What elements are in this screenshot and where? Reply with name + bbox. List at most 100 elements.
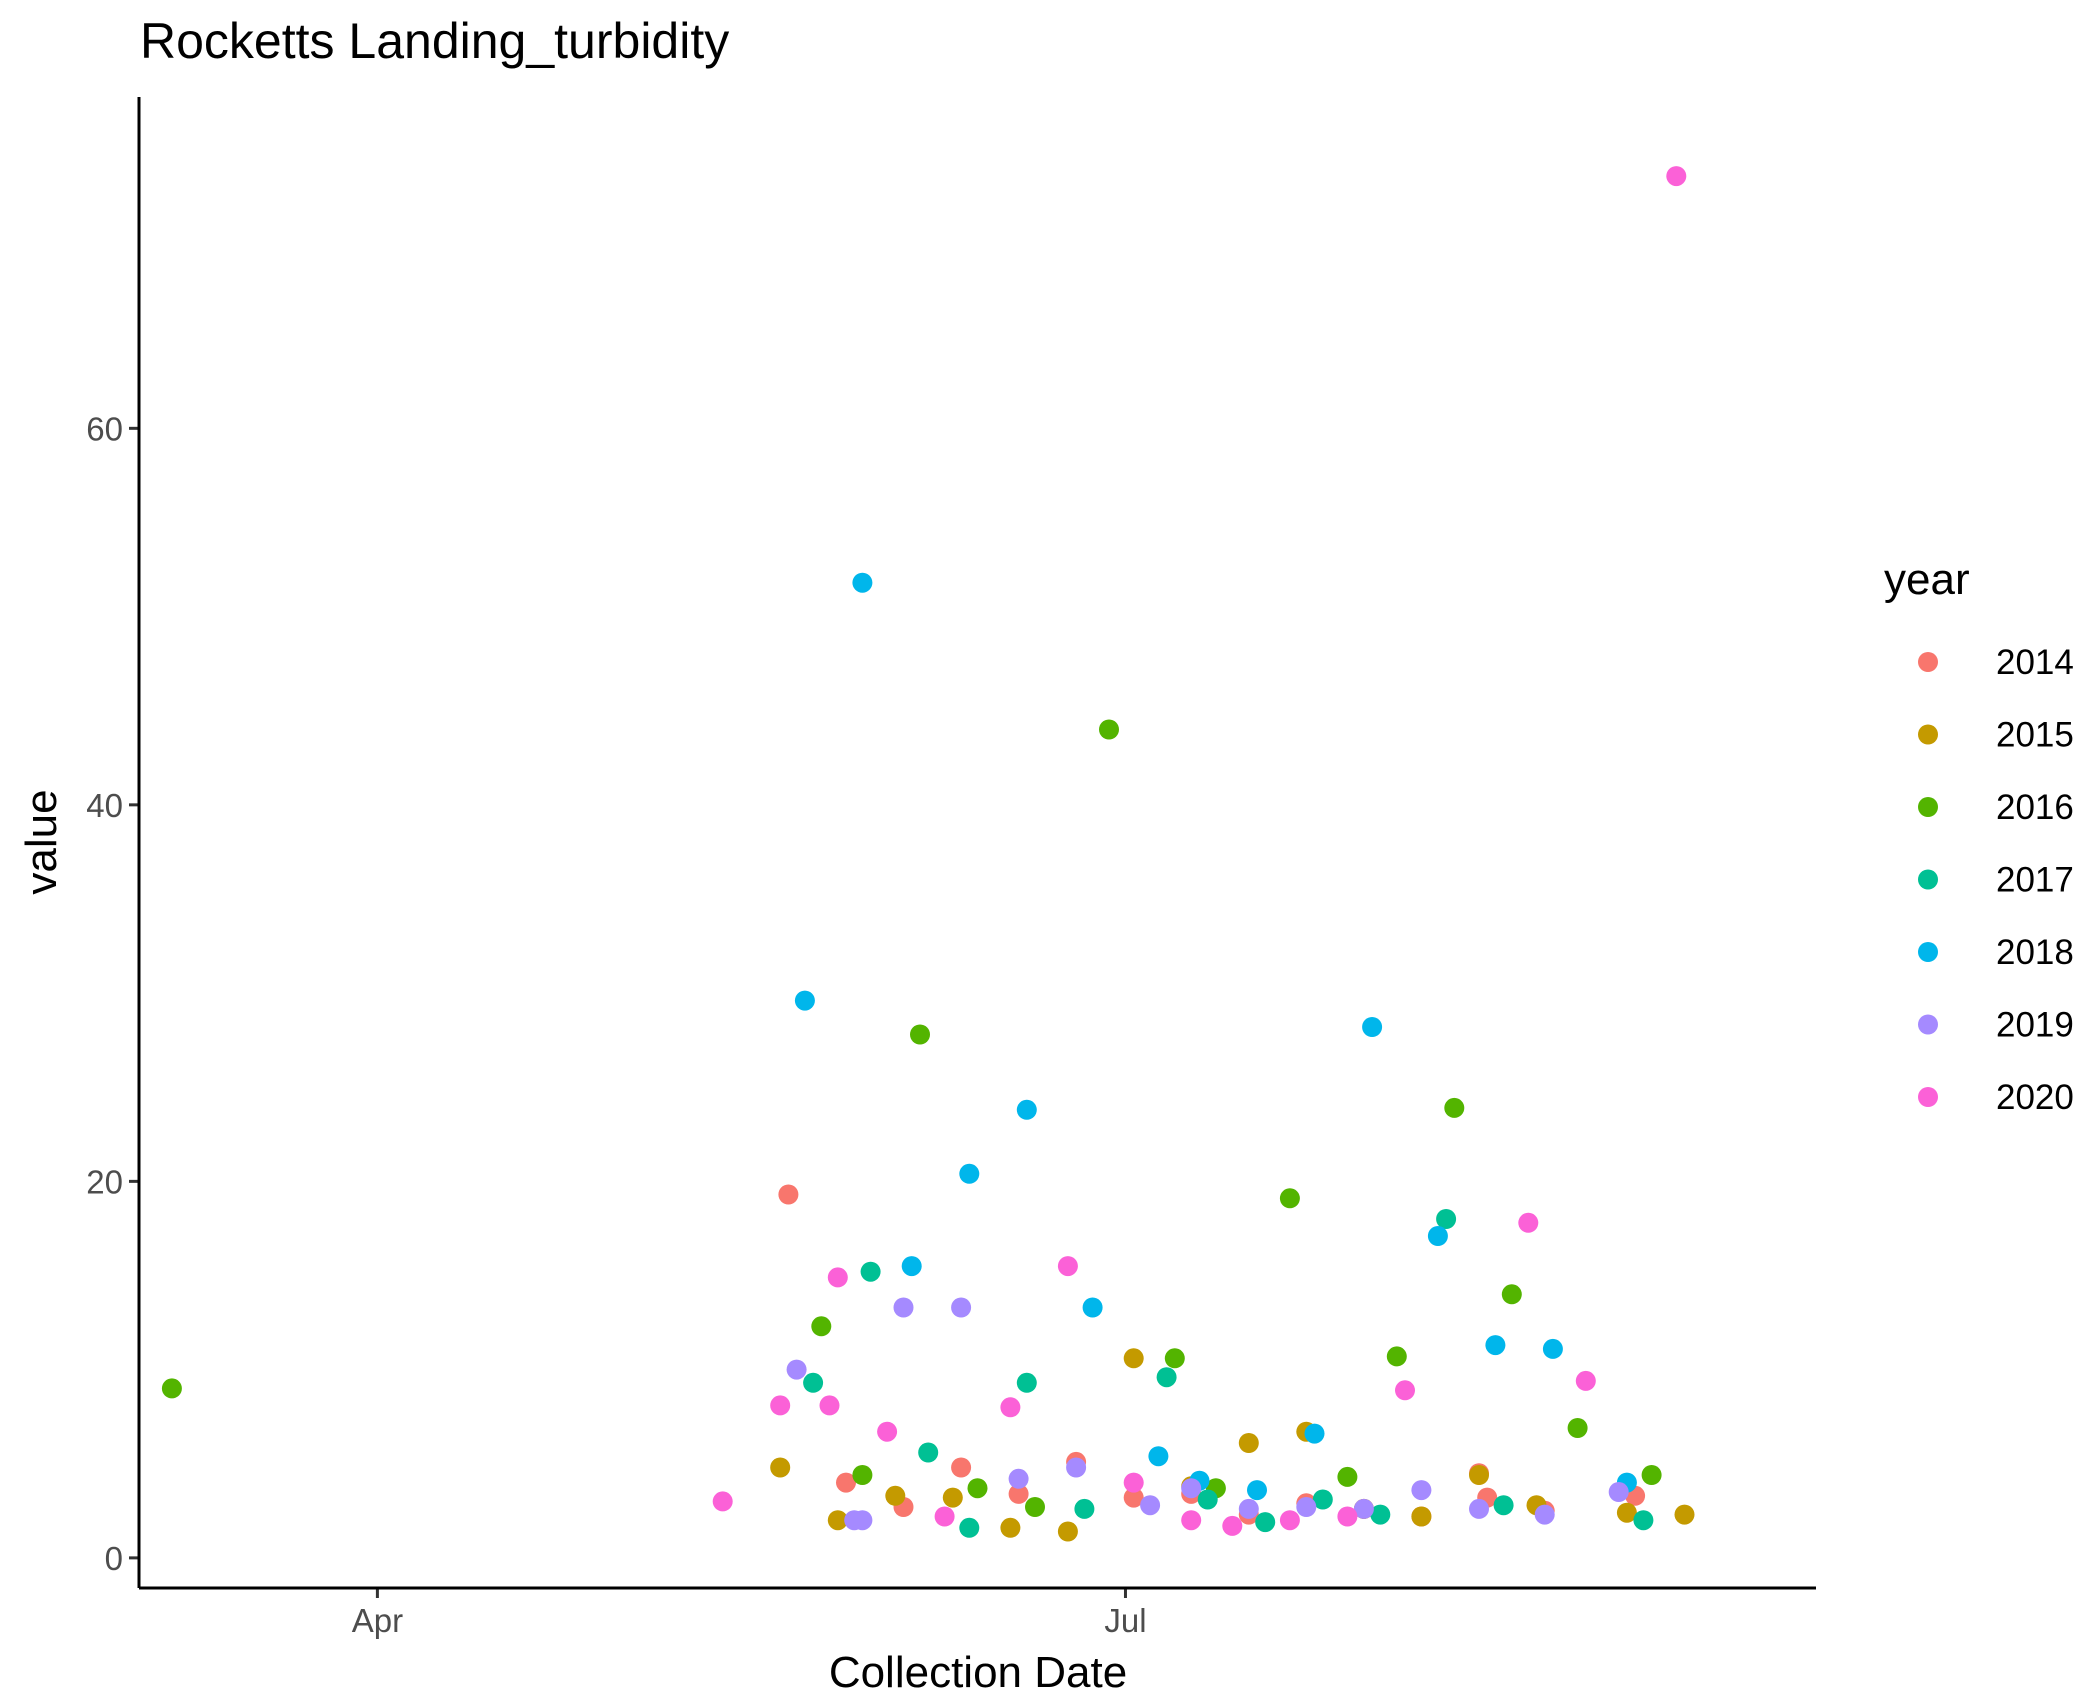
x-axis-title: Collection Date [829, 1648, 1127, 1697]
series-2014 [778, 1184, 1646, 1527]
data-point [877, 1421, 898, 1442]
data-point [1633, 1510, 1654, 1531]
data-point [1616, 1502, 1637, 1523]
data-point [1156, 1367, 1177, 1388]
legend-key-2014 [1918, 652, 1938, 672]
data-point [951, 1457, 972, 1478]
data-point [1674, 1504, 1695, 1525]
series-2016 [161, 719, 1662, 1517]
legend-key-2016 [1918, 797, 1938, 817]
data-point [1238, 1498, 1259, 1519]
data-point [967, 1478, 988, 1499]
data-point [803, 1372, 824, 1393]
data-point [811, 1316, 832, 1337]
data-point [1279, 1510, 1300, 1531]
data-point [901, 1256, 922, 1277]
legend-label: 2017 [1996, 861, 2074, 900]
data-point [1238, 1433, 1259, 1453]
data-point [1567, 1418, 1588, 1438]
data-point [712, 1491, 733, 1512]
data-point [1008, 1483, 1029, 1504]
data-point [1181, 1478, 1202, 1499]
data-point [1386, 1346, 1407, 1367]
data-point [1279, 1188, 1300, 1209]
data-point [959, 1517, 980, 1538]
data-point [959, 1163, 980, 1184]
data-point [1444, 1097, 1465, 1118]
chart-title: Rocketts Landing_turbidity [140, 13, 729, 69]
data-point [1411, 1480, 1432, 1501]
y-tick-label: 60 [86, 410, 123, 447]
legend-label: 2019 [1996, 1006, 2074, 1045]
data-point [1353, 1498, 1374, 1519]
y-tick-label: 0 [105, 1540, 123, 1577]
data-point [1123, 1348, 1144, 1369]
data-point [942, 1487, 963, 1508]
legend-label: 2016 [1996, 788, 2074, 827]
legend-key-2015 [1918, 724, 1938, 745]
data-point [1148, 1446, 1169, 1467]
data-point [1000, 1397, 1021, 1418]
data-point [1469, 1465, 1489, 1485]
data-point [1247, 1480, 1267, 1501]
series-2019 [786, 1297, 1629, 1531]
data-point [770, 1395, 791, 1416]
data-point [1123, 1472, 1144, 1493]
x-axis-ticks: Apr Jul [352, 1588, 1147, 1639]
x-tick-label: Apr [352, 1602, 403, 1639]
legend: year 2014 2015 2016 2017 2018 2019 2020 [1884, 555, 2074, 1117]
data-point [1016, 1372, 1037, 1393]
data-point [1123, 1487, 1144, 1508]
legend-key-2018 [1918, 942, 1938, 962]
y-axis-title: value [17, 789, 66, 894]
data-point [1197, 1489, 1218, 1510]
y-tick-label: 40 [86, 787, 123, 824]
legend-label: 2014 [1996, 643, 2074, 682]
data-point [1493, 1495, 1514, 1516]
legend-label: 2015 [1996, 716, 2074, 755]
data-point [819, 1395, 840, 1416]
y-tick-label: 20 [86, 1163, 123, 1200]
data-point [910, 1024, 930, 1045]
data-point [1222, 1515, 1243, 1536]
data-point [1337, 1466, 1358, 1487]
legend-items: 2014 2015 2016 2017 2018 2019 2020 [1918, 643, 2074, 1117]
data-point [1666, 166, 1687, 187]
data-point [1608, 1482, 1629, 1502]
data-point [1411, 1506, 1432, 1527]
data-point [1304, 1423, 1325, 1444]
data-point [161, 1378, 182, 1399]
data-point [918, 1442, 939, 1463]
data-point [1099, 719, 1119, 740]
data-point [1066, 1457, 1087, 1478]
data-point [1255, 1512, 1276, 1533]
legend-title: year [1884, 555, 1970, 604]
data-point [786, 1359, 807, 1380]
data-point [836, 1472, 856, 1493]
data-point [1575, 1370, 1596, 1391]
data-points [161, 166, 1695, 1542]
data-point [1164, 1348, 1185, 1369]
data-point [1000, 1517, 1021, 1538]
data-point [1501, 1284, 1522, 1305]
data-point [934, 1506, 955, 1527]
data-point [1025, 1497, 1045, 1517]
data-point [1337, 1506, 1358, 1527]
legend-key-2019 [1918, 1014, 1938, 1035]
data-point [1534, 1504, 1555, 1525]
data-point [1518, 1212, 1539, 1233]
data-point [885, 1485, 906, 1506]
data-point [1485, 1335, 1506, 1356]
data-point [1312, 1489, 1333, 1510]
data-point [778, 1184, 799, 1205]
data-point [1082, 1297, 1103, 1318]
legend-key-2020 [1918, 1087, 1938, 1107]
y-axis-ticks: 0 20 40 60 [86, 410, 139, 1577]
series-2020 [712, 166, 1687, 1536]
data-point [1641, 1465, 1662, 1485]
data-point [1436, 1209, 1457, 1229]
legend-key-2017 [1918, 869, 1938, 890]
data-point [1296, 1497, 1317, 1517]
data-point [1140, 1495, 1161, 1516]
